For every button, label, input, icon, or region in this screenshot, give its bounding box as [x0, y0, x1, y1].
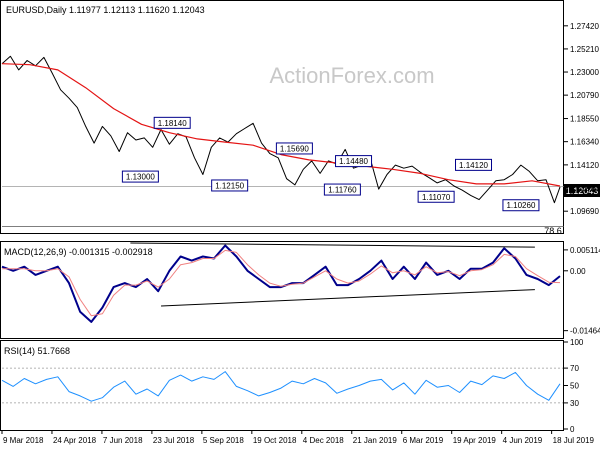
watermark: ActionForex.com [269, 63, 434, 88]
x-axis: 9 Mar 2018 24 Apr 2018 7 Jun 2018 23 Jul 20… [1, 430, 595, 445]
price-label-4: 1.14480 [339, 157, 368, 166]
macd-series-group [1, 242, 561, 323]
price-y-tick-label-6: 1.14120 [570, 161, 599, 170]
x-tick-label-2: 7 Jun 2018 [103, 436, 143, 445]
price-annotations: 1.18140 1.13000 1.12150 1.15690 1.14480 1.117… [121, 116, 540, 212]
price-label-7: 1.14120 [459, 161, 488, 170]
macd-header: MACD(12,26,9) -0.001315 -0.002918 [4, 247, 153, 257]
price-label-8: 1.10260 [506, 201, 535, 210]
rsi-y-tick-label-3: 30 [570, 399, 579, 408]
price-line [1, 55, 561, 204]
x-tick-label-3: 23 Jul 2018 [153, 436, 195, 445]
price-label-box-0 [153, 116, 191, 129]
price-label-box-7 [455, 158, 493, 171]
price-label-5: 1.11760 [328, 186, 357, 195]
rsi-y-tick-label-4: 0 [570, 425, 575, 434]
macd-y-axis: 0.005114 0.00 -0.014647 [564, 246, 600, 336]
rsi-y-axis: 100 70 50 30 0 [564, 338, 584, 434]
price-y-tick-label-2: 1.23000 [570, 68, 599, 77]
macd-panel-frame [0, 241, 564, 339]
x-tick-label-5: 19 Oct 2018 [253, 436, 297, 445]
price-y-axis: 1.27420 1.25210 1.23000 1.20790 1.18550 1.163… [564, 22, 599, 216]
macd-trendline-0 [130, 242, 535, 248]
price-label-box-3 [275, 142, 313, 155]
price-label-box-8 [502, 199, 540, 212]
price-y-tick-label-1: 1.25210 [570, 45, 599, 54]
rsi-panel-frame [0, 340, 564, 431]
price-label-box-6 [417, 190, 455, 203]
price-y-tick-label-5: 1.16340 [570, 138, 599, 147]
macd-y-tick-label-2: -0.014647 [570, 327, 600, 336]
price-label-box-1 [121, 170, 159, 183]
rsi-y-tick-label-0: 100 [570, 338, 584, 347]
price-label-6: 1.11070 [422, 193, 451, 202]
current-price-box [564, 184, 600, 197]
price-label-0: 1.18140 [158, 119, 187, 128]
rsi-y-tick-label-2: 50 [570, 382, 579, 391]
price-y-tick-label-0: 1.27420 [570, 22, 599, 31]
price-y-tick-label-7: 1.11910 [570, 184, 599, 193]
rsi-header: RSI(14) 51.7668 [4, 346, 70, 356]
price-y-tick-label-4: 1.18550 [570, 115, 599, 124]
price-label-2: 1.12150 [215, 181, 244, 190]
macd-y-tick-label-1: 0.00 [570, 267, 586, 276]
macd-trendline-1 [161, 289, 535, 307]
rsi-y-tick-label-1: 70 [570, 364, 579, 373]
price-series-group [1, 55, 564, 227]
fib-label: 78.6 [544, 226, 562, 236]
x-tick-label-6: 4 Dec 2018 [303, 436, 344, 445]
x-tick-label-7: 21 Jan 2019 [353, 436, 398, 445]
macd-signal-line [2, 249, 561, 317]
moving-average-line [1, 63, 561, 187]
rsi-line [1, 371, 561, 402]
price-label-box-5 [323, 183, 361, 196]
macd-y-tick-label-0: 0.005114 [570, 246, 600, 255]
current-price-label: 1.12043 [566, 186, 599, 196]
x-tick-label-11: 18 Jul 2019 [553, 436, 595, 445]
price-label-1: 1.13000 [126, 173, 155, 182]
price-y-tick-label-8: 1.09690 [570, 207, 599, 216]
x-tick-label-8: 6 Mar 2019 [403, 436, 444, 445]
x-tick-label-9: 19 Apr 2019 [453, 436, 497, 445]
x-tick-label-10: 4 Jun 2019 [503, 436, 543, 445]
price-label-3: 1.15690 [280, 144, 309, 153]
price-label-box-4 [335, 155, 373, 168]
x-tick-label-1: 24 Apr 2018 [53, 436, 97, 445]
x-tick-label-0: 9 Mar 2018 [3, 436, 44, 445]
price-header: EURUSD,Daily 1.11977 1.12113 1.11620 1.1… [6, 5, 205, 15]
rsi-series-group [1, 367, 563, 404]
price-y-tick-label-3: 1.20790 [570, 91, 599, 100]
price-label-box-2 [211, 179, 249, 192]
x-tick-label-4: 5 Sep 2018 [203, 436, 244, 445]
price-panel-frame [0, 0, 564, 234]
